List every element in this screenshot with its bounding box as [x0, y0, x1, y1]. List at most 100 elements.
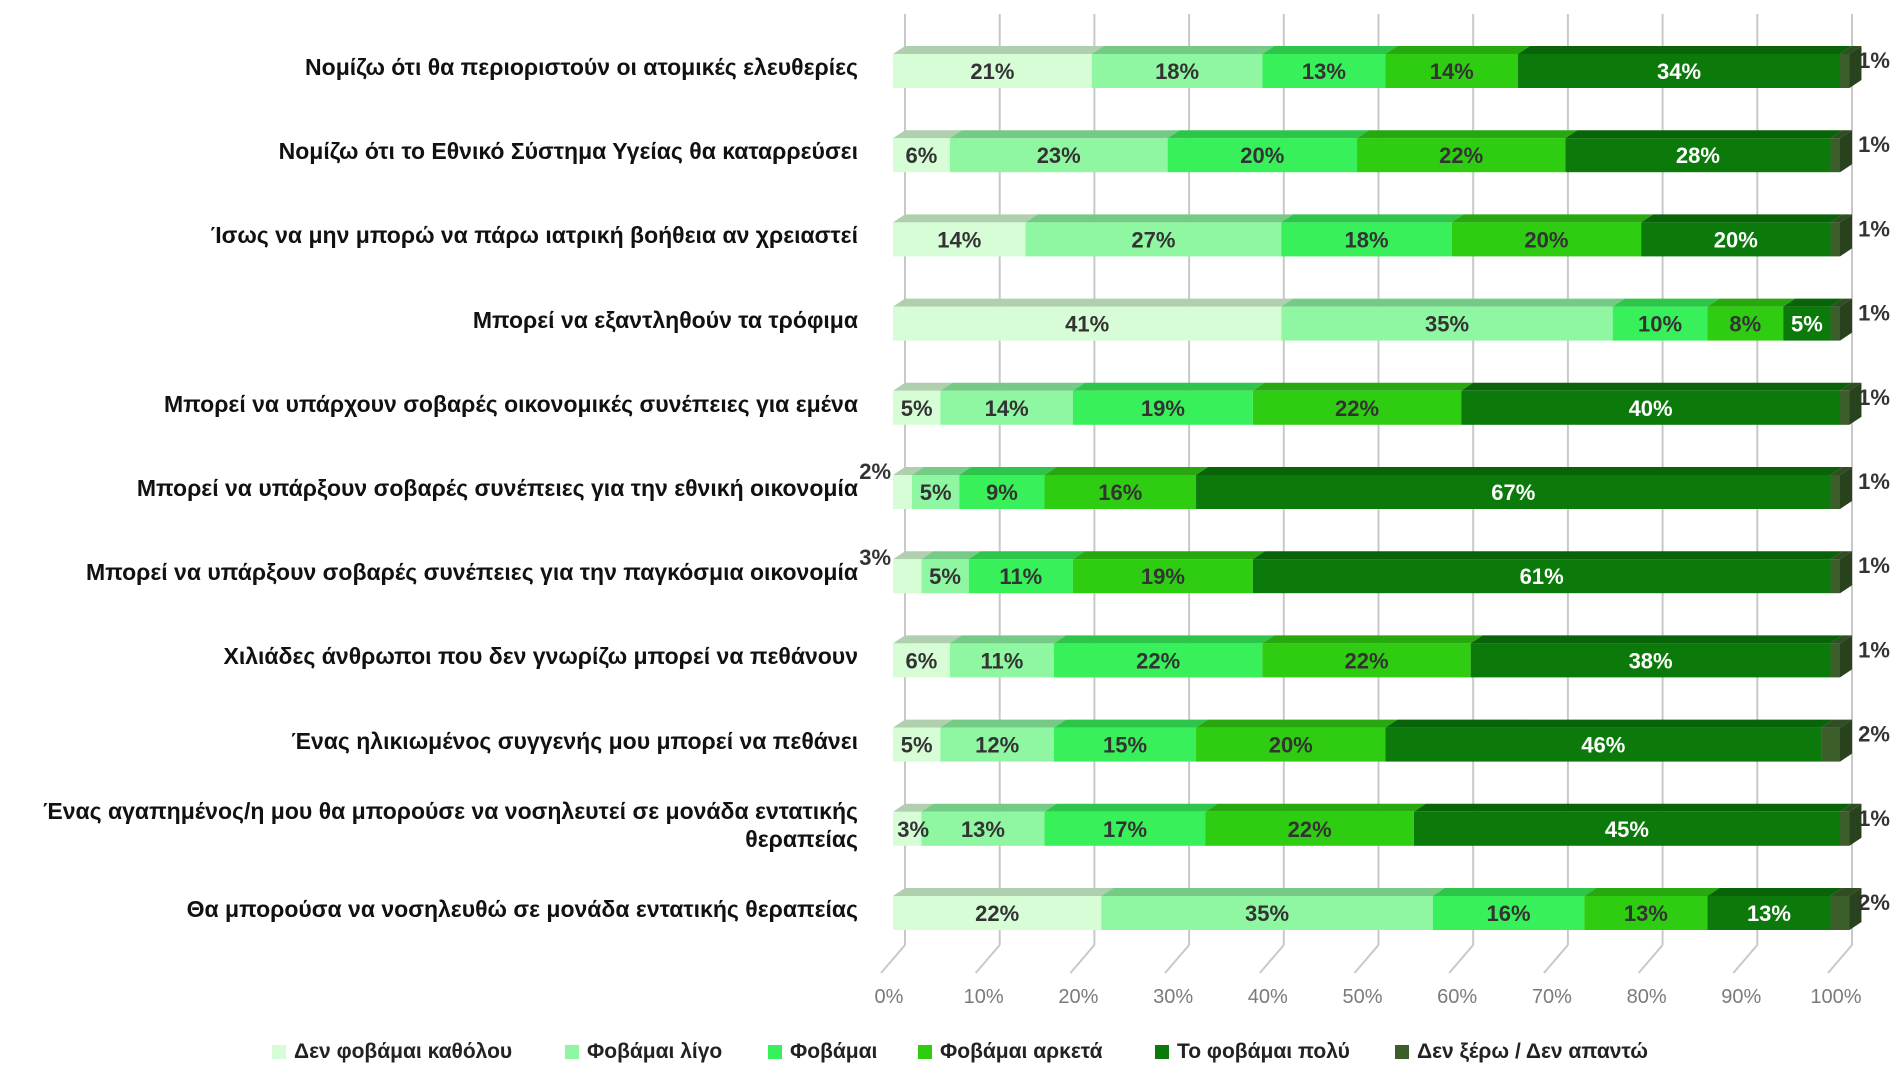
bar-segment-top: [1072, 382, 1265, 391]
bar-side: [1840, 635, 1852, 678]
bar-side: [1840, 130, 1852, 173]
data-label: 2%: [1858, 890, 1890, 915]
bar-segment-top: [1821, 719, 1852, 728]
bar-segment-top: [1840, 46, 1862, 54]
legend-item: Φοβάμαι: [768, 1040, 877, 1064]
bar-segment-top: [893, 130, 962, 139]
data-label: 15%: [1103, 733, 1147, 758]
bar-segment: [1167, 138, 1358, 173]
bar-segment: [1196, 727, 1386, 762]
bar-segment: [1385, 54, 1519, 88]
data-label: 22%: [1344, 648, 1388, 673]
bar-segment-top: [1252, 382, 1474, 391]
data-label: 5%: [1791, 312, 1823, 337]
x-tick-label: 50%: [1342, 986, 1382, 1008]
bar-segment: [893, 727, 941, 762]
category-label: Μπορεί να υπάρχουν σοβαρές οικονομικές σ…: [164, 390, 858, 417]
x-tick-label: 30%: [1153, 986, 1193, 1008]
bar-segment-top: [940, 719, 1066, 728]
data-label: 21%: [970, 59, 1014, 84]
x-tick-label: 10%: [964, 986, 1004, 1008]
bar-segment: [1707, 306, 1784, 341]
bar-side: [1840, 467, 1852, 509]
bar-segment-top: [1565, 130, 1843, 139]
data-label: 23%: [1037, 143, 1081, 168]
data-label: 28%: [1676, 143, 1720, 168]
bar-segment: [893, 222, 1026, 257]
bar-side: [1849, 382, 1862, 425]
legend-label: Το φοβάμαι πολύ: [1177, 1040, 1350, 1063]
data-label: 22%: [1288, 817, 1332, 842]
bar-segment: [893, 54, 1092, 88]
bar-segment-top: [1196, 467, 1843, 475]
gridline-floor: [1543, 944, 1569, 974]
data-label: 13%: [1624, 901, 1668, 926]
x-tick-label: 70%: [1532, 986, 1572, 1008]
legend-label: Δεν ξέρω / Δεν απαντώ: [1417, 1040, 1648, 1063]
data-label: 22%: [975, 901, 1019, 926]
bar-segment: [1072, 559, 1253, 594]
gridline-floor: [974, 944, 1001, 974]
bar-segment: [1707, 896, 1831, 930]
data-label: 16%: [1098, 480, 1142, 505]
bar-segment: [949, 643, 1054, 678]
bar-segment-top: [1072, 551, 1265, 560]
category-label: Ένας ηλικιωμένος συγγενής μου μπορεί να …: [291, 727, 858, 754]
bar-segment: [893, 811, 922, 846]
data-label: 1%: [1858, 132, 1890, 157]
bar-segment: [1783, 306, 1831, 341]
bar-side: [1840, 214, 1852, 257]
bar-segment-top: [959, 467, 1057, 475]
data-label: 1%: [1858, 385, 1890, 410]
bar-segment-top: [893, 803, 934, 812]
bar-segment-top: [1840, 382, 1862, 391]
bar-segment: [893, 306, 1282, 341]
bar-segment: [940, 727, 1054, 762]
bar-segment-top: [1830, 214, 1852, 223]
bar-segment: [1262, 54, 1386, 88]
x-tick-label: 20%: [1058, 986, 1098, 1008]
bar-segment-top: [940, 382, 1085, 391]
bar-side: [1849, 46, 1862, 88]
bar-side: [1849, 803, 1862, 846]
data-label: 19%: [1141, 564, 1185, 589]
category-label: Χιλιάδες άνθρωποι που δεν γνωρίζω μπορεί…: [223, 643, 859, 670]
bar-segment: [1044, 811, 1206, 846]
data-label: 16%: [1487, 901, 1531, 926]
legend-swatch: [768, 1045, 782, 1059]
bar-segment-top: [1101, 888, 1445, 896]
bar-segment: [1830, 559, 1840, 594]
data-label: 67%: [1491, 480, 1535, 505]
bar-segment-top: [921, 803, 1057, 812]
bar-side: [1840, 551, 1852, 594]
bar-segment-top: [1830, 467, 1852, 475]
x-tick-label: 60%: [1437, 986, 1477, 1008]
data-label: 5%: [920, 480, 952, 505]
bar-segment-top: [968, 551, 1085, 560]
bar-segment-top: [1281, 298, 1625, 307]
bar-segment: [1565, 138, 1831, 173]
data-label: 9%: [986, 480, 1018, 505]
bar-segment-top: [1196, 719, 1398, 728]
bar-segment-top: [1091, 46, 1275, 54]
legend-label: Φοβάμαι: [790, 1040, 878, 1063]
bar-segment: [893, 138, 950, 173]
bar-segment-top: [1262, 46, 1398, 54]
bar-segment: [1262, 643, 1471, 678]
bar-segment: [893, 390, 941, 425]
bar-segment-top: [1252, 551, 1843, 560]
category-label: Μπορεί να εξαντληθούν τα τρόφιμα: [472, 306, 858, 333]
bar-segment: [959, 475, 1045, 509]
bar-segment-top: [1707, 298, 1796, 307]
bar-segment: [1072, 390, 1253, 425]
category-label: Ίσως να μην μπορώ να πάρω ιατρική βοήθει…: [210, 222, 858, 249]
bar-segment-top: [1281, 214, 1464, 223]
bar-segment: [1432, 896, 1585, 930]
gridline-floor: [1259, 944, 1285, 974]
bar-segment-top: [949, 635, 1066, 644]
legend-item: Φοβάμαι αρκετά: [918, 1040, 1103, 1064]
category-label: Νομίζω ότι το Εθνικό Σύστημα Υγείας θα κ…: [278, 138, 858, 165]
bar-segment-top: [1783, 298, 1843, 307]
bar-segment: [911, 475, 960, 509]
